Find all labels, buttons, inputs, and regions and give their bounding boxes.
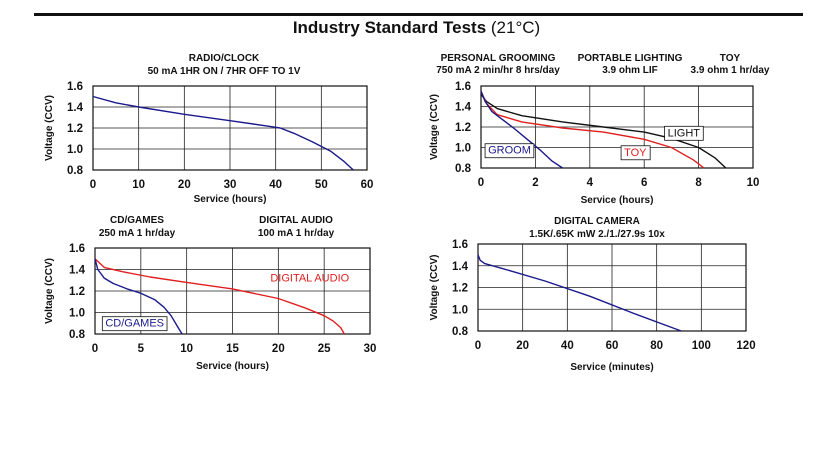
y-tick-label: 1.6 [67,81,83,93]
chart-heading: 250 mA 1 hr/day [99,228,176,239]
series-line-1 [477,254,682,332]
plot-frame [92,85,368,171]
series-line-3 [480,90,563,169]
y-tick-label: 1.4 [67,102,84,114]
y-tick-label: 1.4 [452,261,469,273]
page-title-condition: (21°C) [486,18,541,37]
plot-frame [94,247,371,335]
plot-frame [477,243,747,332]
x-tick-label: 100 [692,340,711,352]
y-tick-label: 0.8 [455,163,472,175]
y-tick-label: 1.0 [455,143,471,155]
y-tick-label: 1.2 [455,122,471,134]
series-label: GROOM [488,145,531,157]
plot-frame [480,85,754,169]
chart-heading: PERSONAL GROOMING [441,53,556,64]
chart-heading: RADIO/CLOCK [189,53,260,64]
chart-1: RADIO/CLOCK 50 mA 1HR ON / 7HR OFF TO 1V 0… [44,53,373,205]
chart-heading: 3.9 ohm 1 hr/day [691,65,770,76]
y-axis-label: Voltage (CCV) [429,255,440,321]
y-tick-label: 1.2 [452,283,468,295]
x-tick-label: 4 [587,177,594,189]
chart-heading: TOY [720,53,741,64]
page-title-main: Industry Standard Tests [292,18,487,37]
chart-heading: 100 mA 1 hr/day [258,228,335,239]
x-tick-label: 20 [178,179,191,191]
y-tick-label: 1.0 [67,144,83,156]
series-label-box [484,143,535,159]
chart-heading: PORTABLE LIGHTING [578,53,683,64]
y-tick-label: 1.2 [69,286,85,298]
x-axis-label: Service (hours) [581,195,654,206]
series-line-2 [94,258,183,335]
x-tick-label: 6 [641,177,647,189]
y-tick-label: 1.6 [69,243,85,255]
chart-4: DIGITAL CAMERA 1.5K/.65K mW 2./1./27.9s 1… [429,216,756,373]
series-label-box [620,145,651,161]
y-tick-label: 1.0 [69,308,85,320]
x-tick-label: 20 [272,343,285,355]
y-tick-label: 0.8 [69,329,86,341]
series-line-1 [92,95,354,171]
y-axis-label: Voltage (CCV) [429,94,440,160]
x-tick-label: 0 [478,177,484,189]
x-tick-label: 30 [364,343,377,355]
x-tick-label: 0 [475,340,481,352]
series-label: TOY [624,147,647,159]
x-tick-label: 40 [269,179,282,191]
y-tick-label: 0.8 [452,326,469,338]
chart-3: CD/GAMES 250 mA 1 hr/day DIGITAL AUDIO 100 … [44,215,376,372]
y-tick-label: 1.4 [455,102,472,114]
x-tick-label: 40 [561,340,574,352]
y-axis-label: Voltage (CCV) [44,95,55,161]
series-line-2 [480,90,705,169]
y-axis-label: Voltage (CCV) [44,258,55,324]
series-line-1 [480,93,727,169]
chart-heading: 1.5K/.65K mW 2./1./27.9s 10x [529,229,665,240]
chart-heading: DIGITAL CAMERA [554,216,640,227]
title-rule [34,13,803,16]
chart-heading: CD/GAMES [110,215,164,226]
x-tick-label: 8 [695,177,702,189]
x-tick-label: 10 [132,179,145,191]
x-tick-label: 5 [138,343,145,355]
x-tick-label: 60 [361,179,374,191]
x-tick-label: 80 [650,340,663,352]
y-tick-label: 1.2 [67,123,83,135]
chart-heading: 3.9 ohm LIF [602,65,658,76]
series-label: CD/GAMES [105,318,164,330]
chart-heading: 750 mA 2 min/hr 8 hrs/day [436,65,560,76]
x-tick-label: 50 [315,179,328,191]
x-axis-label: Service (minutes) [570,362,653,373]
y-tick-label: 1.0 [452,304,468,316]
page-title: Industry Standard Tests (21°C) [0,16,833,40]
series-label-box [101,316,168,332]
y-tick-label: 0.8 [67,165,84,177]
x-tick-label: 120 [736,340,755,352]
series-label-box [664,125,704,141]
x-tick-label: 0 [92,343,98,355]
x-tick-label: 25 [318,343,331,355]
y-tick-label: 1.6 [455,81,471,93]
x-tick-label: 10 [180,343,193,355]
x-tick-label: 20 [516,340,529,352]
chart-heading: 50 mA 1HR ON / 7HR OFF TO 1V [148,66,301,77]
chart-heading: DIGITAL AUDIO [259,215,333,226]
y-tick-label: 1.4 [69,265,86,277]
x-tick-label: 2 [532,177,538,189]
x-axis-label: Service (hours) [194,194,267,205]
series-label: DIGITAL AUDIO [270,273,349,285]
x-tick-label: 10 [747,177,760,189]
x-tick-label: 60 [606,340,619,352]
x-tick-label: 15 [226,343,239,355]
series-line-1 [94,258,345,335]
series-label: LIGHT [668,127,701,139]
x-tick-label: 0 [90,179,96,191]
x-tick-label: 30 [224,179,237,191]
y-tick-label: 1.6 [452,239,468,251]
x-axis-label: Service (hours) [196,361,269,372]
